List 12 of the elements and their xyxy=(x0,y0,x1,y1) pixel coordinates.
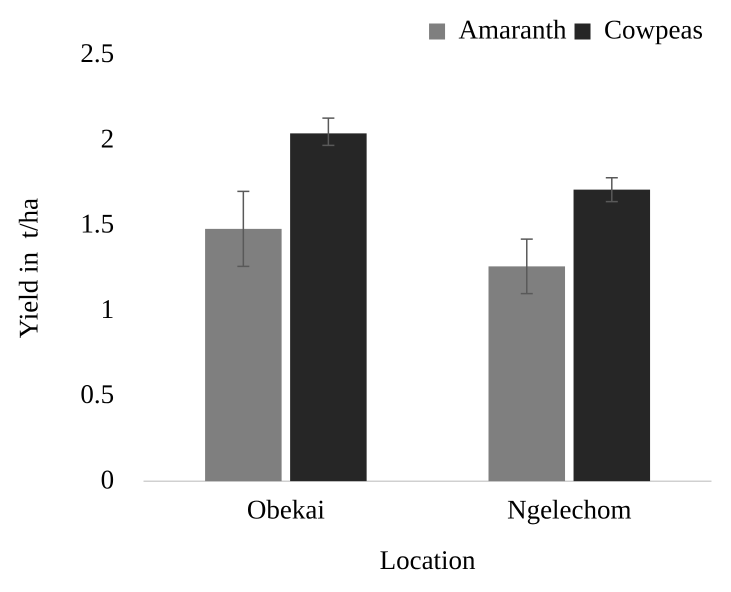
y-tick-label: 2 xyxy=(100,123,114,154)
y-tick-label: 1.5 xyxy=(80,208,114,239)
x-tick-label: Obekai xyxy=(246,494,325,524)
legend-label: Amaranth xyxy=(458,14,568,45)
y-tick-label: 0.5 xyxy=(80,379,114,410)
y-tick-label: 0 xyxy=(100,464,114,494)
y-tick-label: 1 xyxy=(100,294,114,324)
y-axis-title: Yield in t/ha xyxy=(13,198,44,338)
legend-label: Cowpeas xyxy=(604,14,703,45)
x-axis-title: Location xyxy=(380,544,476,575)
y-tick-label: 2.5 xyxy=(80,38,114,68)
x-tick-label: Ngelechom xyxy=(507,494,632,524)
